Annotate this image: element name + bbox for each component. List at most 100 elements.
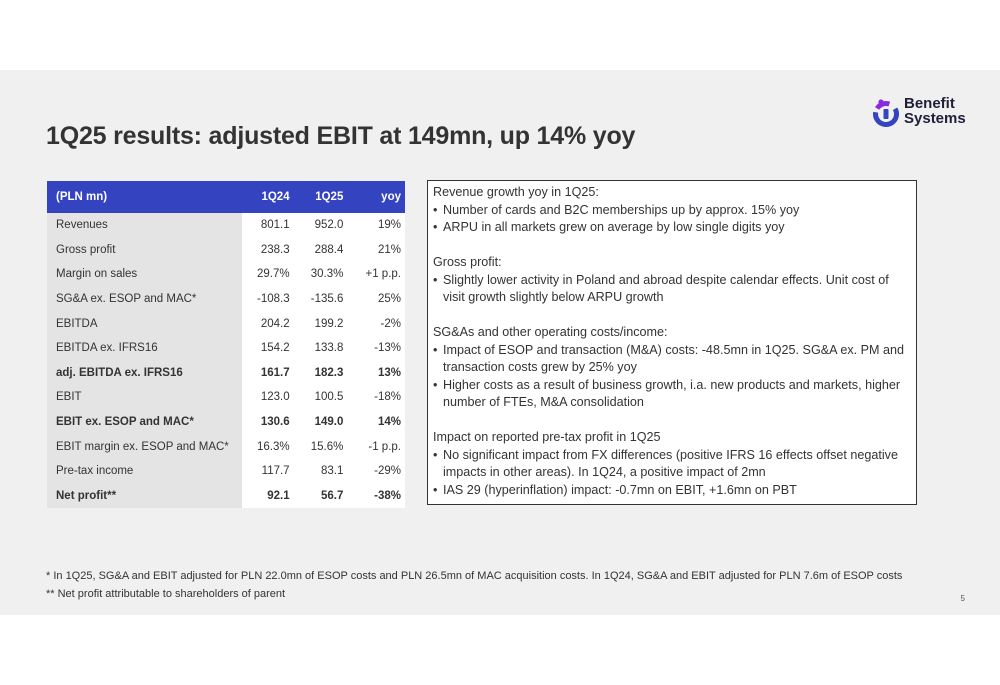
table-row: SG&A ex. ESOP and MAC* -108.3 -135.6 25% (47, 286, 405, 312)
cell-1q25: 100.5 (293, 385, 348, 410)
cell-yoy: -2% (347, 311, 405, 336)
bullet-icon: • (433, 377, 438, 392)
footnote-2: ** Net profit attributable to shareholde… (46, 588, 286, 600)
note-bullet-text: No significant impact from FX difference… (443, 447, 898, 480)
note-bullet-text: Number of cards and B2C memberships up b… (443, 202, 800, 217)
row-label: Margin on sales (47, 262, 242, 287)
cell-1q25: -135.6 (293, 286, 348, 312)
row-label: adj. EBITDA ex. IFRS16 (47, 360, 242, 386)
row-label: EBITDA (47, 311, 242, 336)
table-row: Revenues 801.1 952.0 19% (47, 213, 405, 238)
table-row: EBIT margin ex. ESOP and MAC* 16.3% 15.6% -… (47, 434, 405, 459)
logo-text: Benefit Systems (904, 96, 966, 126)
table-body: Revenues 801.1 952.0 19% Gross profit 238.3 28… (47, 213, 405, 509)
commentary-box: Revenue growth yoy in 1Q25: • Number of ca… (427, 180, 917, 505)
cell-1q24: 801.1 (241, 213, 294, 238)
bullet-icon: • (433, 272, 438, 287)
row-label: Revenues (47, 213, 242, 238)
table-row: EBIT ex. ESOP and MAC* 130.6 149.0 14% (47, 409, 405, 435)
note-bullet: • Impact of ESOP and transaction (M&A) co… (433, 342, 911, 377)
row-label: EBIT margin ex. ESOP and MAC* (47, 434, 242, 459)
header-1q25: 1Q25 (293, 181, 348, 213)
cell-1q25: 83.1 (293, 458, 348, 484)
note-heading: SG&As and other operating costs/income: (433, 325, 668, 339)
table-row: EBIT 123.0 100.5 -18% (47, 385, 405, 410)
header-label: (PLN mn) (47, 181, 242, 213)
note-bullet: • Number of cards and B2C memberships up … (433, 202, 911, 220)
table-row: Pre-tax income 117.7 83.1 -29% (47, 458, 405, 484)
row-label: Gross profit (47, 237, 242, 263)
benefit-systems-logo: Benefit Systems (872, 96, 972, 130)
note-bullet: • Slightly lower activity in Poland and a… (433, 272, 911, 307)
table-row: Margin on sales 29.7% 30.3% +1 p.p. (47, 262, 405, 287)
financial-table: (PLN mn) 1Q24 1Q25 yoy Revenues 801.1 952.… (47, 181, 405, 509)
cell-yoy: +1 p.p. (347, 262, 405, 287)
row-label: Pre-tax income (47, 458, 242, 484)
cell-yoy: 25% (347, 286, 405, 312)
row-label: EBITDA ex. IFRS16 (47, 335, 242, 361)
cell-1q24: 117.7 (241, 458, 294, 484)
cell-1q24: 92.1 (241, 483, 294, 509)
cell-1q25: 182.3 (293, 360, 348, 386)
cell-1q25: 56.7 (293, 483, 348, 509)
bullet-icon: • (433, 202, 438, 217)
cell-1q25: 288.4 (293, 237, 348, 263)
logo-mark-icon (873, 99, 899, 127)
spacer (433, 412, 911, 430)
row-label: EBIT ex. ESOP and MAC* (47, 409, 242, 435)
note-bullet-text: Higher costs as a result of business gro… (443, 377, 901, 410)
cell-1q25: 199.2 (293, 311, 348, 336)
cell-1q24: 204.2 (241, 311, 294, 336)
cell-yoy: -29% (347, 458, 405, 484)
cell-yoy: 14% (347, 409, 405, 435)
cell-1q24: 29.7% (241, 262, 294, 287)
cell-yoy: 21% (347, 237, 405, 263)
page-title: 1Q25 results: adjusted EBIT at 149mn, up… (46, 122, 636, 150)
note-heading: Impact on reported pre-tax profit in 1Q2… (433, 430, 661, 444)
bullet-icon: • (433, 447, 438, 462)
cell-1q24: 16.3% (241, 434, 294, 459)
note-bullet: • Higher costs as a result of business gr… (433, 377, 911, 412)
table-row: Net profit** 92.1 56.7 -38% (47, 483, 405, 509)
cell-yoy: 19% (347, 213, 405, 238)
table-header-row: (PLN mn) 1Q24 1Q25 yoy (47, 181, 405, 213)
cell-1q24: 130.6 (241, 409, 294, 435)
table-row: EBITDA ex. IFRS16 154.2 133.8 -13% (47, 335, 405, 361)
logo-line2: Systems (904, 110, 966, 127)
note-bullet: • IAS 29 (hyperinflation) impact: -0.7mn … (433, 482, 911, 500)
bullet-icon: • (433, 220, 438, 234)
cell-1q25: 149.0 (293, 409, 348, 435)
bullet-icon: • (433, 342, 438, 357)
note-bullet-text: Impact of ESOP and transaction (M&A) cos… (443, 342, 905, 375)
header-yoy: yoy (347, 181, 405, 213)
cell-1q24: 123.0 (241, 385, 294, 410)
note-bullet: • No significant impact from FX differenc… (433, 447, 911, 482)
page-number: 5 (960, 594, 965, 603)
note-heading: Revenue growth yoy in 1Q25: (433, 185, 599, 199)
note-heading: Gross profit: (433, 255, 502, 269)
cell-1q24: -108.3 (241, 286, 294, 312)
row-label: SG&A ex. ESOP and MAC* (47, 286, 242, 312)
cell-yoy: -13% (347, 335, 405, 361)
note-bullet: • ARPU in all markets grew on average by … (433, 219, 911, 237)
spacer (433, 237, 911, 255)
bullet-icon: • (433, 482, 438, 497)
cell-1q25: 952.0 (293, 213, 348, 238)
footnote-1: * In 1Q25, SG&A and EBIT adjusted for PL… (46, 570, 903, 582)
cell-yoy: -38% (347, 483, 405, 509)
cell-1q24: 238.3 (241, 237, 294, 263)
table-row: adj. EBITDA ex. IFRS16 161.7 182.3 13% (47, 360, 405, 386)
cell-1q25: 15.6% (293, 434, 348, 459)
cell-yoy: -18% (347, 385, 405, 410)
cell-1q24: 154.2 (241, 335, 294, 361)
note-bullet-text: ARPU in all markets grew on average by l… (443, 220, 785, 234)
row-label: EBIT (47, 385, 242, 410)
spacer (433, 307, 911, 325)
cell-yoy: 13% (347, 360, 405, 386)
cell-1q24: 161.7 (241, 360, 294, 386)
cell-yoy: -1 p.p. (347, 434, 405, 459)
header-1q24: 1Q24 (241, 181, 294, 213)
cell-1q25: 133.8 (293, 335, 348, 361)
cell-1q25: 30.3% (293, 262, 348, 287)
note-bullet-text: Slightly lower activity in Poland and ab… (443, 272, 889, 305)
